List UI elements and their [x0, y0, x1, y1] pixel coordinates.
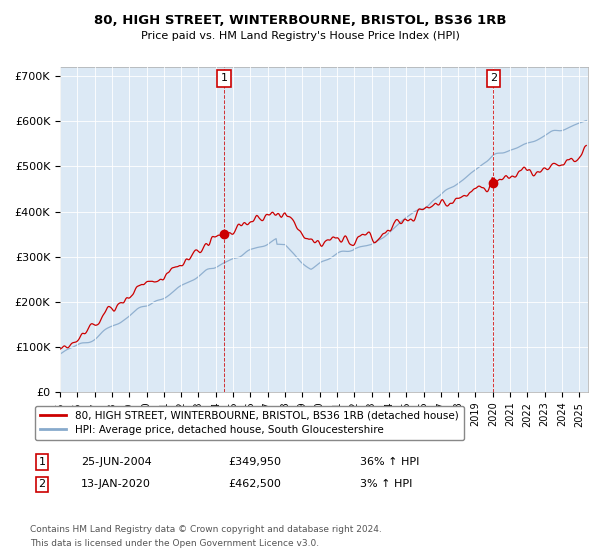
- Text: 13-JAN-2020: 13-JAN-2020: [81, 479, 151, 489]
- Text: 2: 2: [38, 479, 46, 489]
- Text: Price paid vs. HM Land Registry's House Price Index (HPI): Price paid vs. HM Land Registry's House …: [140, 31, 460, 41]
- Legend: 80, HIGH STREET, WINTERBOURNE, BRISTOL, BS36 1RB (detached house), HPI: Average : 80, HIGH STREET, WINTERBOURNE, BRISTOL, …: [35, 405, 464, 440]
- Text: 3% ↑ HPI: 3% ↑ HPI: [360, 479, 412, 489]
- Text: 2: 2: [490, 73, 497, 83]
- Text: £349,950: £349,950: [228, 457, 281, 467]
- Text: 1: 1: [221, 73, 227, 83]
- Text: 80, HIGH STREET, WINTERBOURNE, BRISTOL, BS36 1RB: 80, HIGH STREET, WINTERBOURNE, BRISTOL, …: [94, 14, 506, 27]
- Text: Contains HM Land Registry data © Crown copyright and database right 2024.: Contains HM Land Registry data © Crown c…: [30, 525, 382, 534]
- Text: 1: 1: [38, 457, 46, 467]
- Text: This data is licensed under the Open Government Licence v3.0.: This data is licensed under the Open Gov…: [30, 539, 319, 548]
- Text: £462,500: £462,500: [228, 479, 281, 489]
- Text: 36% ↑ HPI: 36% ↑ HPI: [360, 457, 419, 467]
- Text: 25-JUN-2004: 25-JUN-2004: [81, 457, 152, 467]
